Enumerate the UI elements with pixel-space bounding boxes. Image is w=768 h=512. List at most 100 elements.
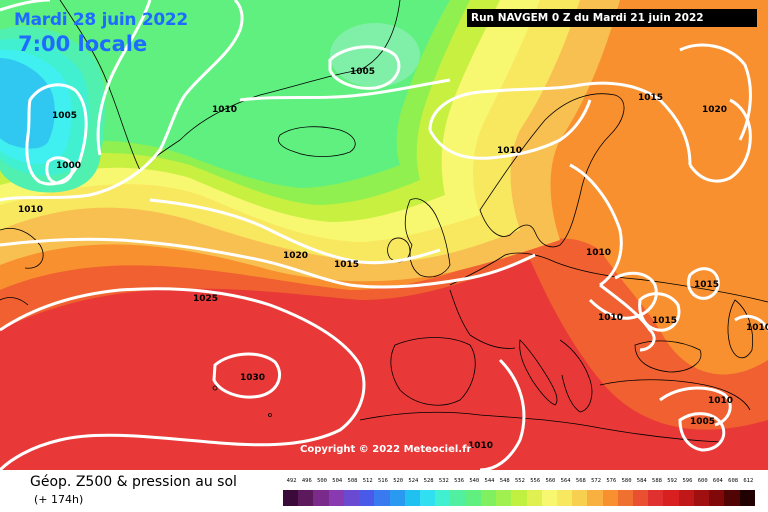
color-scale-swatch xyxy=(556,490,573,506)
color-scale-swatch xyxy=(404,490,420,506)
color-scale-label: 584 xyxy=(636,478,647,484)
z500-light-pocket-greenland xyxy=(330,23,420,87)
coast-italy xyxy=(519,339,558,406)
color-scale-label: 492 xyxy=(286,478,297,484)
color-scale-label: 508 xyxy=(347,478,358,484)
color-scale-swatch xyxy=(465,490,481,506)
color-scale-swatch xyxy=(663,490,679,506)
isobar-1010-turkey xyxy=(659,386,732,427)
color-scale-label: 528 xyxy=(423,478,434,484)
isobar-1005-greenland xyxy=(328,45,401,90)
coast-north-europe xyxy=(449,252,768,303)
color-scale-labels: 492 496 500 504 508 512 516 520 524 528 532 536 540 5… xyxy=(283,478,755,488)
isobar-label: 1010 xyxy=(212,105,237,115)
color-scale-swatch xyxy=(709,490,725,506)
color-scale-swatch xyxy=(343,490,360,506)
isobar-label: 1010 xyxy=(708,396,733,406)
isobar-1010-balkans xyxy=(588,271,658,320)
isobar-label: 1015 xyxy=(638,93,663,103)
color-scale-label: 500 xyxy=(317,478,327,484)
isobar-label: 1015 xyxy=(694,280,719,290)
isobar-label: 1010 xyxy=(586,248,611,258)
isobar-label: 1015 xyxy=(652,316,677,326)
color-scale-swatch xyxy=(435,490,451,506)
isobar-1010-north xyxy=(239,78,451,102)
isobar-1020-atlantic xyxy=(0,237,536,289)
color-scale-swatch xyxy=(541,490,557,506)
color-scale-label: 504 xyxy=(332,478,343,484)
coast-great-britain xyxy=(404,198,451,278)
isobar-label: 1010 xyxy=(18,205,43,215)
isobar-1005-west-greenland xyxy=(25,83,88,186)
isobar-label: 1005 xyxy=(52,111,77,121)
coast-north-africa xyxy=(359,411,721,443)
isobar-label: 1020 xyxy=(283,251,308,261)
coast-madeira xyxy=(268,413,272,417)
color-scale-label: 496 xyxy=(301,478,312,484)
isobar-1010-greenland-south xyxy=(96,0,152,156)
isobar-label: 1010 xyxy=(497,146,522,156)
color-scale-label: 520 xyxy=(393,478,404,484)
isobar-1005-middle-east xyxy=(678,412,726,452)
coastlines xyxy=(0,0,768,443)
isobar-label: 1000 xyxy=(56,161,81,171)
color-scale-swatch xyxy=(617,490,634,506)
color-scale-swatch xyxy=(389,490,405,506)
isobar-1020-russia xyxy=(679,43,752,141)
isobar-1010-west xyxy=(0,0,244,202)
color-scale-swatch xyxy=(511,490,527,506)
coast-balkans xyxy=(559,339,593,413)
coast-iberia xyxy=(390,337,476,406)
isobar-label: 1005 xyxy=(690,417,715,427)
isobar-1000 xyxy=(45,156,74,185)
isobar-1010-caspian xyxy=(734,314,768,331)
color-scale-swatch xyxy=(602,490,618,506)
color-scale-swatch xyxy=(678,490,694,506)
color-scale-label: 580 xyxy=(621,478,632,484)
color-scale-swatches xyxy=(283,490,755,506)
color-scale-swatch xyxy=(693,490,710,506)
color-scale-swatch xyxy=(313,490,329,506)
color-scale-label: 524 xyxy=(408,478,419,484)
color-scale-label: 556 xyxy=(530,478,541,484)
coast-iceland xyxy=(278,126,356,157)
color-scale-label: 600 xyxy=(697,478,708,484)
isobar-1010-norway xyxy=(428,81,692,166)
color-scale-swatch xyxy=(480,490,497,506)
color-scale-swatch xyxy=(633,490,649,506)
color-scale-swatch xyxy=(298,490,314,506)
coast-scandinavia xyxy=(479,93,625,248)
isobar-label: 1010 xyxy=(468,441,493,451)
color-scale-swatch xyxy=(419,490,436,506)
isobar-labels: 1005 1005 1000 1010 1010 1010 1015 1020 … xyxy=(18,67,768,451)
isobar-label: 1030 xyxy=(240,373,265,383)
model-run-info: Run NAVGEM 0 Z du Mardi 21 juin 2022 xyxy=(467,9,757,27)
z500-orange-east xyxy=(0,0,768,330)
isobar-1015-black-sea xyxy=(686,267,720,300)
isobar-1010-balkans-north xyxy=(599,283,656,352)
color-scale-label: 572 xyxy=(591,478,602,484)
coast-newfoundland xyxy=(0,297,29,306)
color-scale-swatch xyxy=(374,490,390,506)
color-scale-label: 564 xyxy=(560,478,571,484)
isobar-1025 xyxy=(0,287,366,470)
forecast-date: Mardi 28 juin 2022 xyxy=(14,10,188,30)
color-scale-label: 592 xyxy=(667,478,678,484)
legend-subtitle: (+ 174h) xyxy=(34,493,84,506)
isobar-1010-inner xyxy=(428,99,592,160)
color-scale-label: 516 xyxy=(377,478,388,484)
color-scale-swatch xyxy=(359,490,375,506)
color-scale-swatch xyxy=(648,490,664,506)
color-scale-swatch xyxy=(283,490,299,506)
coast-caspian xyxy=(727,299,754,359)
coast-france xyxy=(449,289,516,349)
color-scale-label: 532 xyxy=(438,478,449,484)
isobar-label: 1010 xyxy=(598,313,623,323)
coast-labrador xyxy=(0,228,44,269)
isobar-1030 xyxy=(212,352,281,399)
legend-title: Géop. Z500 & pression au sol xyxy=(30,474,237,490)
coast-black-sea xyxy=(634,340,702,373)
color-scale-label: 604 xyxy=(712,478,723,484)
isobar-label: 1010 xyxy=(746,323,768,333)
color-scale-label: 536 xyxy=(454,478,465,484)
